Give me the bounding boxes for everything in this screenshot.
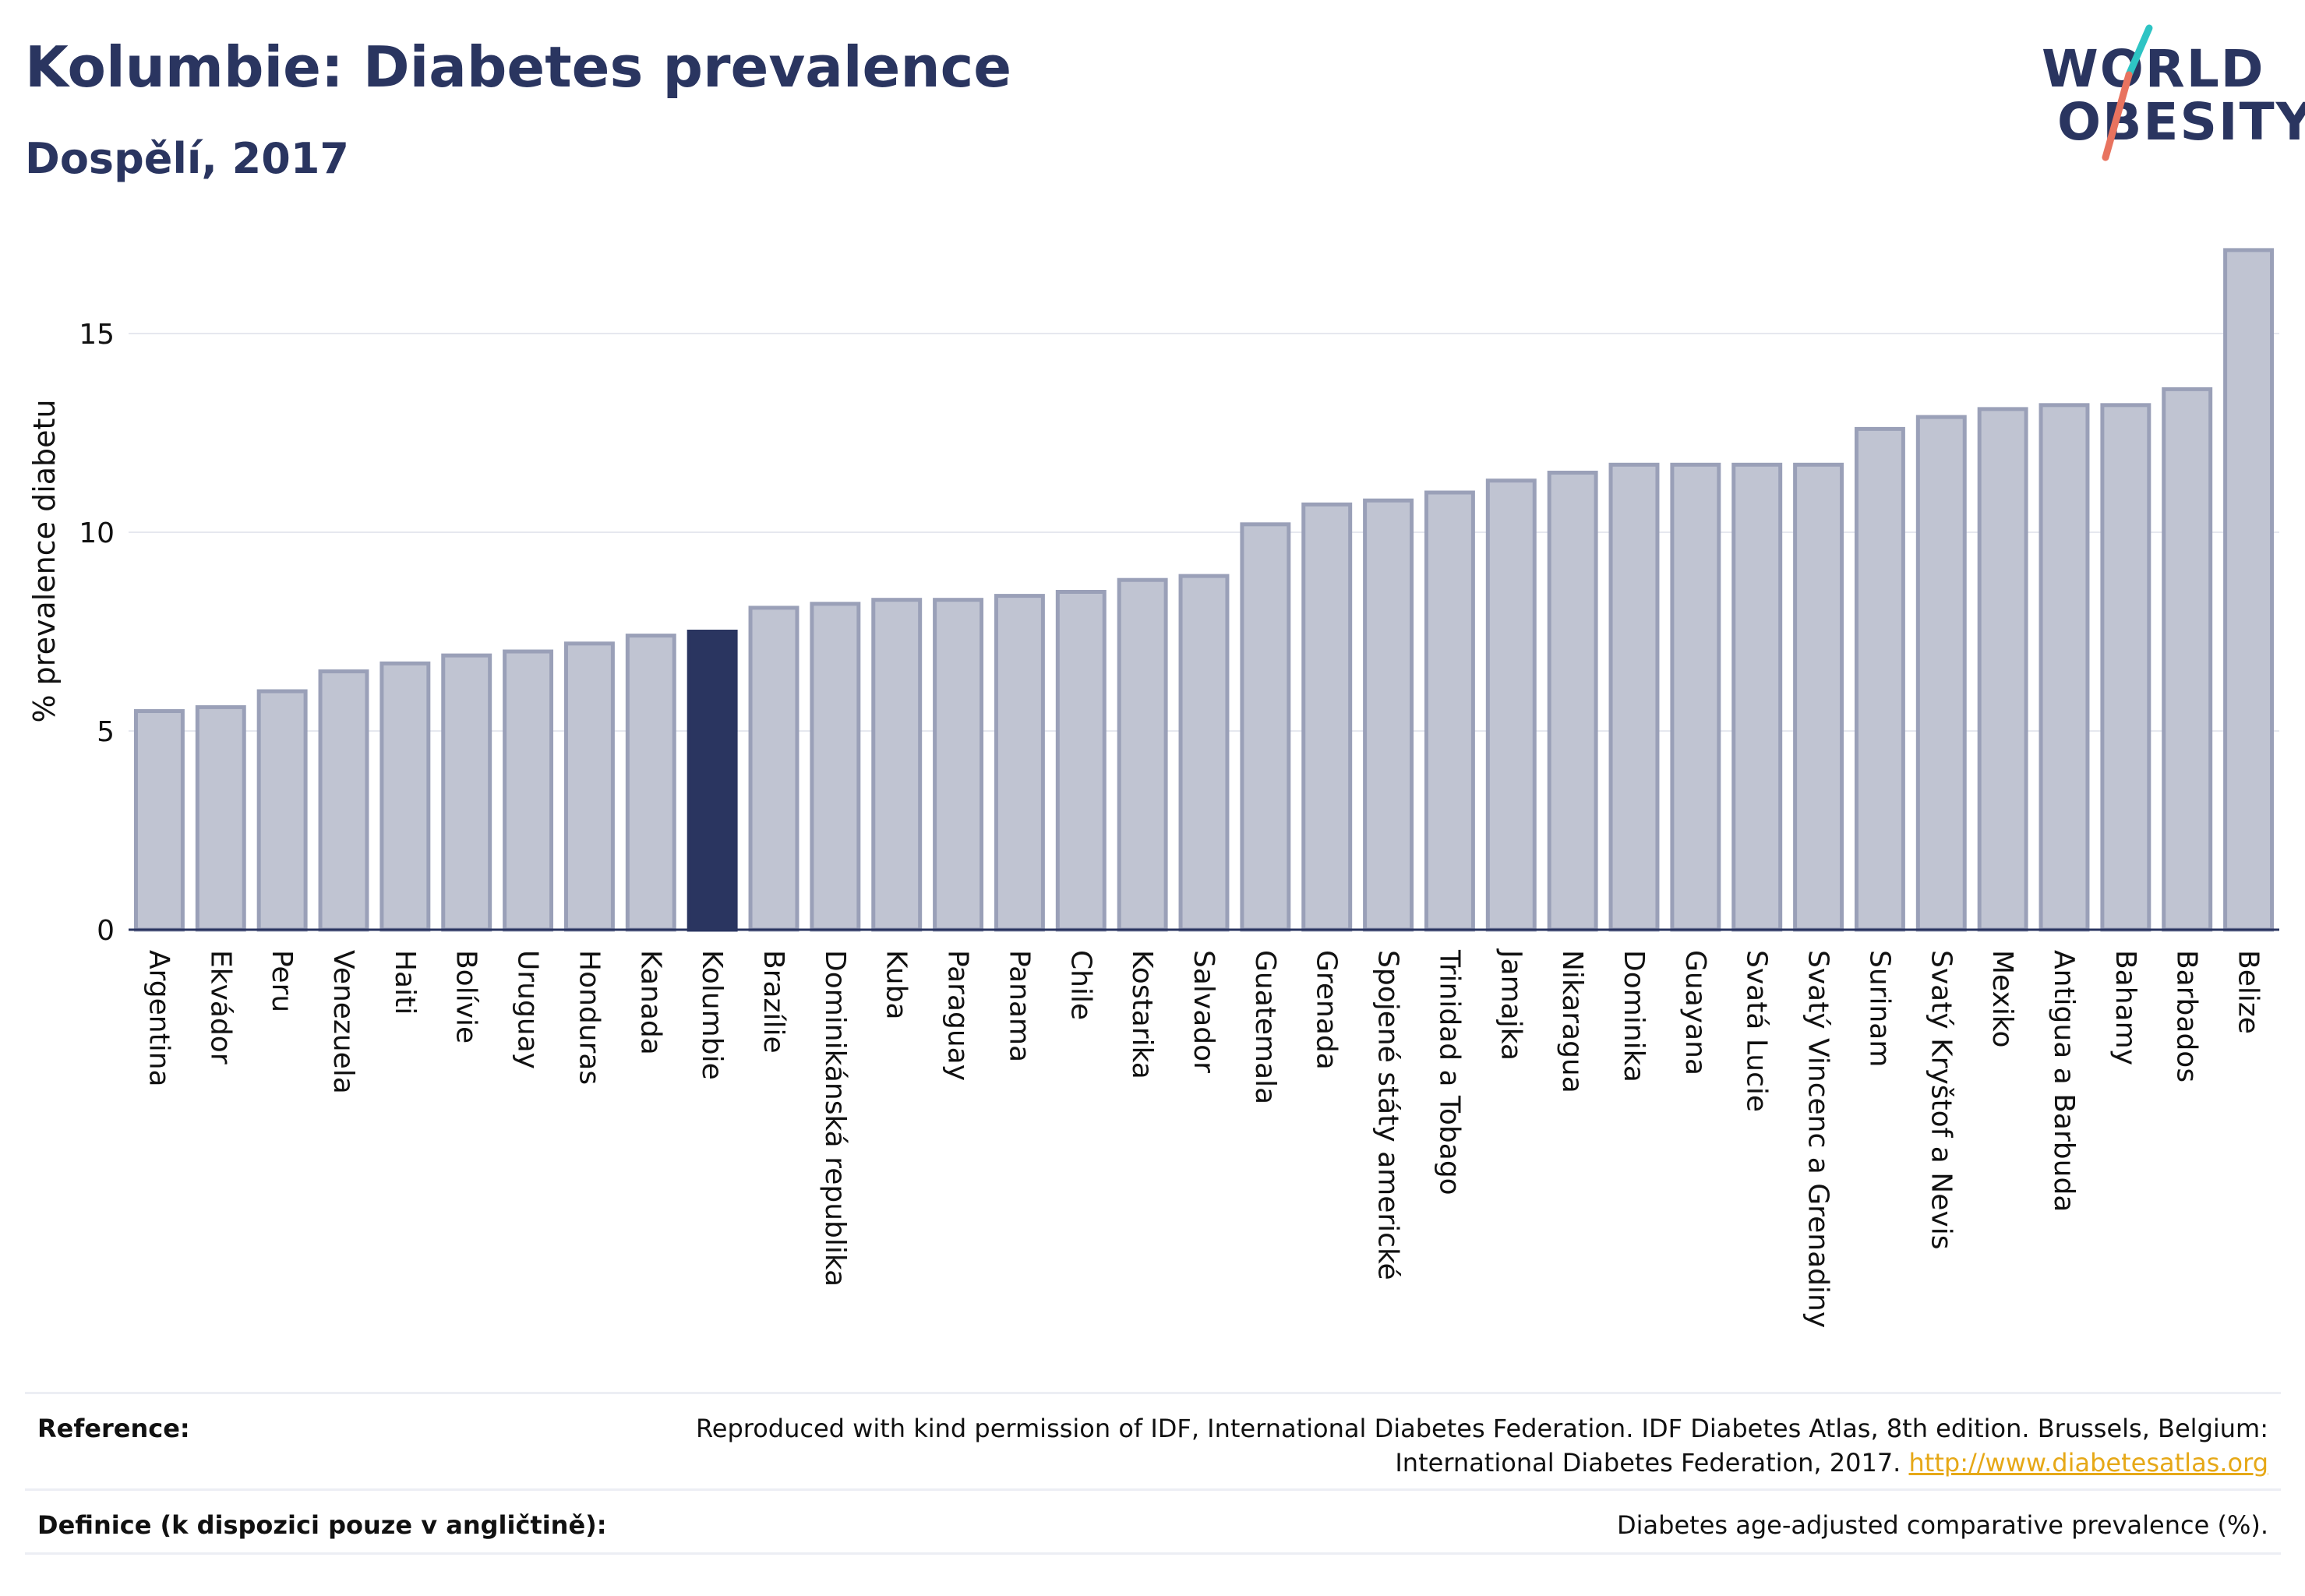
logo-line-2: OBESITY: [2057, 92, 2305, 152]
bar: [2162, 387, 2213, 932]
x-tick-label: Jamajka: [1495, 948, 1527, 1061]
x-tick-label: Bahamy: [2109, 950, 2141, 1065]
logo-slash-icon: [2102, 24, 2153, 161]
x-tick-label: Kanada: [634, 950, 666, 1055]
chart-subtitle: Dospělí, 2017: [25, 134, 349, 183]
x-tick-label: Guayana: [1679, 950, 1711, 1075]
y-tick-label: 0: [97, 915, 115, 947]
bar: [1485, 478, 1537, 932]
bar: [625, 634, 676, 932]
bars: [133, 248, 2275, 932]
bar: [1301, 502, 1353, 932]
bar: [1363, 498, 1414, 932]
x-tick-label: Venezuela: [327, 950, 359, 1094]
bar: [810, 602, 861, 932]
chart-title: Kolumbie: Diabetes prevalence: [25, 34, 1012, 100]
bar: [1240, 522, 1291, 932]
bar: [1670, 462, 1721, 932]
x-tick-label: Svatý Kryštof a Nevis: [1925, 950, 1957, 1249]
definition-label: Definice (k dispozici pouze v angličtině…: [37, 1510, 607, 1540]
x-tick-label: Kostarika: [1126, 950, 1158, 1079]
x-tick-label: Peru: [266, 950, 298, 1012]
x-tick-labels: Argentina Ekvádor Peru Venezuela Haiti Bolívi…: [143, 948, 2264, 1328]
diabetes-atlas-link[interactable]: http://www.diabetesatlas.org: [1908, 1448, 2268, 1478]
x-tick-label: Trinidad a Tobago: [1433, 949, 1465, 1195]
x-tick-label: Paraguay: [942, 950, 974, 1081]
bar: [1117, 577, 1168, 932]
bar: [563, 641, 615, 932]
world-obesity-logo: WORLD OBESITY: [2034, 23, 2305, 164]
bar-highlighted: [687, 630, 738, 932]
bar: [1178, 574, 1230, 932]
bar: [379, 661, 431, 932]
bar: [256, 689, 308, 932]
bar: [133, 709, 185, 932]
reference-label: Reference:: [37, 1414, 190, 1443]
x-tick-label: Brazílie: [757, 950, 789, 1054]
x-tick-label: Bolívie: [450, 950, 482, 1043]
x-tick-label: Dominikánská republika: [819, 950, 851, 1287]
x-tick-label: Barbados: [2171, 950, 2203, 1082]
y-tick-labels: 0 5 10 15: [79, 319, 115, 947]
y-axis-label: % prevalence diabetu: [27, 399, 62, 722]
x-tick-label: Antigua a Barbuda: [2048, 950, 2080, 1212]
x-tick-label: Svatý Vincenc a Grenadiny: [1802, 950, 1834, 1328]
bar: [503, 649, 554, 932]
y-tick-label: 5: [97, 716, 115, 748]
logo-line-1: WORLD: [2042, 39, 2265, 99]
definition-text: Diabetes age-adjusted comparative preval…: [1617, 1510, 2268, 1540]
x-tick-label: Grenada: [1311, 950, 1343, 1070]
x-tick-label: Kolumbie: [696, 950, 728, 1080]
x-tick-label: Surinam: [1863, 950, 1895, 1067]
x-tick-label: Spojené státy americké: [1372, 950, 1404, 1280]
bar: [1731, 462, 1783, 932]
x-tick-label: Argentina: [143, 950, 175, 1087]
x-tick-label: Belize: [2233, 950, 2264, 1034]
bar: [1608, 462, 1660, 932]
x-tick-label: Ekvádor: [204, 950, 236, 1065]
footer-divider-bottom: [25, 1552, 2281, 1555]
x-tick-label: Panama: [1003, 950, 1035, 1062]
bar: [994, 594, 1045, 932]
bar: [748, 606, 800, 932]
x-tick-label: Dominika: [1618, 950, 1650, 1082]
bar: [1055, 590, 1107, 932]
footer-divider-top: [25, 1392, 2281, 1394]
x-tick-label: Nikaragua: [1556, 950, 1588, 1093]
bar: [2223, 248, 2275, 932]
bar: [1977, 407, 2028, 932]
bar: [1547, 471, 1598, 932]
x-tick-label: Svatá Lucie: [1741, 950, 1773, 1112]
bar: [195, 704, 246, 932]
bar: [933, 598, 984, 932]
x-tick-label: Salvador: [1188, 950, 1220, 1073]
bar: [1915, 415, 1967, 932]
bar: [2100, 403, 2151, 932]
reference-text-line2: International Diabetes Federation, 2017.…: [1395, 1448, 2268, 1478]
bar: [2038, 403, 2090, 932]
y-tick-label: 10: [79, 517, 115, 549]
x-tick-label: Uruguay: [512, 950, 544, 1069]
x-tick-label: Haiti: [389, 950, 421, 1015]
bar-chart: 0 5 10 15 Argentina Ekvádor Peru Venezuela Hait…: [27, 248, 2279, 1328]
x-tick-label: Kuba: [881, 950, 912, 1020]
bar: [1793, 462, 1844, 932]
bar: [871, 598, 923, 932]
bar: [1854, 426, 1905, 932]
bar: [441, 653, 492, 932]
footer-divider-middle: [25, 1488, 2281, 1491]
y-tick-label: 15: [79, 319, 115, 351]
x-tick-label: Mexiko: [1986, 950, 2018, 1047]
x-tick-label: Chile: [1064, 950, 1096, 1020]
bar: [318, 669, 369, 932]
bar: [1424, 490, 1475, 932]
x-tick-label: Guatemala: [1249, 950, 1281, 1104]
reference-text-line1: Reproduced with kind permission of IDF, …: [695, 1414, 2268, 1443]
reference-text-line2-body: International Diabetes Federation, 2017.: [1395, 1448, 1901, 1478]
x-tick-label: Honduras: [573, 950, 605, 1085]
